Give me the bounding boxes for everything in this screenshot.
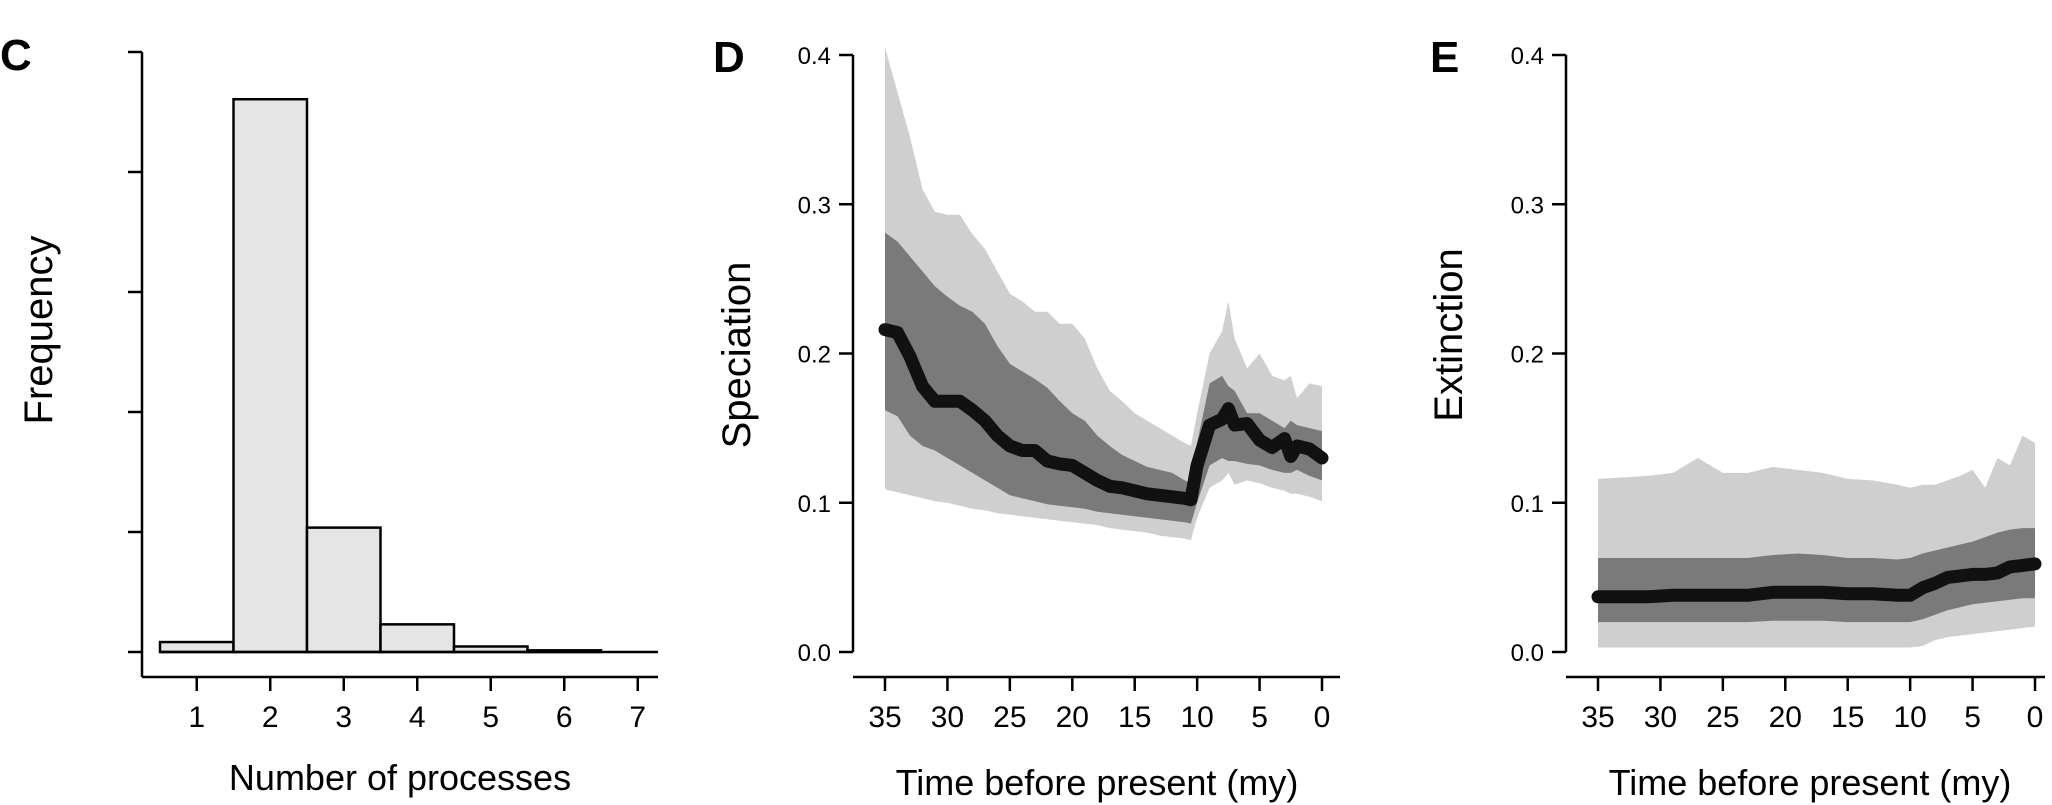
x-tick-label: 25 xyxy=(993,701,1026,734)
histogram-axes: 1 2 3 4 5 6 7 xyxy=(128,50,658,734)
x-axis-title-processes: Number of processes xyxy=(229,757,571,798)
y-tick-label: 0.0 xyxy=(1511,640,1544,667)
x-tick-label-c: 1 xyxy=(188,701,205,734)
mean-rate-line xyxy=(878,323,1329,507)
y-tick-label: 0.3 xyxy=(1511,192,1544,219)
x-tick-label: 5 xyxy=(1964,701,1981,734)
histogram-bar-1 xyxy=(158,640,235,654)
y-tick-label: 0.3 xyxy=(798,192,831,219)
speciation-plot-area xyxy=(878,47,1329,541)
y-tick-label: 0.4 xyxy=(798,43,831,70)
x-tick-label: 0 xyxy=(1314,701,1331,734)
x-tick-label: 10 xyxy=(1893,701,1926,734)
histogram-bar-2 xyxy=(232,97,309,654)
extinction-axes: 0.0 0.1 0.2 0.3 0.4 35 30 25 20 15 10 5 0 xyxy=(1511,43,2045,734)
x-tick-label: 0 xyxy=(2027,701,2044,734)
x-tick-label: 20 xyxy=(1769,701,1802,734)
histogram-bar-4 xyxy=(379,623,456,654)
x-tick-label-c: 7 xyxy=(629,701,646,734)
y-axis-title-frequency: Frequency xyxy=(17,236,61,425)
histogram-bars xyxy=(158,97,603,654)
y-axis-title-speciation: Speciation xyxy=(715,262,759,449)
x-tick-label-c: 5 xyxy=(482,701,499,734)
x-tick-label: 30 xyxy=(931,701,964,734)
x-tick-label: 5 xyxy=(1251,701,1268,734)
panel-letter-d: D xyxy=(713,33,745,82)
x-tick-label: 35 xyxy=(1581,701,1614,734)
y-tick-label: 0.4 xyxy=(1511,43,1544,70)
panel-d-speciation: D Speciation Time before present (my) 0.… xyxy=(713,33,1340,803)
speciation-axes: 0.0 0.1 0.2 0.3 0.4 35 30 25 20 15 10 5 0 xyxy=(798,43,1340,734)
histogram-bar-3 xyxy=(305,526,382,654)
inner-credible-band xyxy=(885,232,1322,524)
mean-rate-line xyxy=(1591,557,2042,604)
y-tick-label: 0.1 xyxy=(1511,491,1544,518)
y-tick-label: 0.2 xyxy=(1511,342,1544,369)
x-tick-label: 15 xyxy=(1118,701,1151,734)
x-tick-label-c: 6 xyxy=(556,701,573,734)
x-tick-label: 35 xyxy=(868,701,901,734)
x-tick-label: 25 xyxy=(1706,701,1739,734)
extinction-plot-area xyxy=(1591,435,2042,648)
y-tick-label: 0.0 xyxy=(798,640,831,667)
x-axis-title-time-d: Time before present (my) xyxy=(896,762,1299,803)
x-tick-label-c: 4 xyxy=(409,701,426,734)
x-tick-label-c: 2 xyxy=(262,701,279,734)
x-tick-label-c: 3 xyxy=(335,701,352,734)
panel-letter-c: C xyxy=(0,31,32,80)
x-tick-label: 10 xyxy=(1180,701,1213,734)
panel-e-extinction: E Extinction Time before present (my) 0.… xyxy=(1427,33,2045,803)
panel-c-histogram: C Frequency Number of processes 1 2 3 4 5 6 7 xyxy=(0,31,658,798)
x-tick-label: 30 xyxy=(1644,701,1677,734)
x-tick-label: 20 xyxy=(1056,701,1089,734)
y-tick-label: 0.1 xyxy=(798,491,831,518)
x-tick-label: 15 xyxy=(1831,701,1864,734)
y-tick-label: 0.2 xyxy=(798,342,831,369)
y-axis-title-extinction: Extinction xyxy=(1427,248,1471,421)
x-axis-title-time-e: Time before present (my) xyxy=(1609,762,2012,803)
panel-letter-e: E xyxy=(1430,33,1459,82)
